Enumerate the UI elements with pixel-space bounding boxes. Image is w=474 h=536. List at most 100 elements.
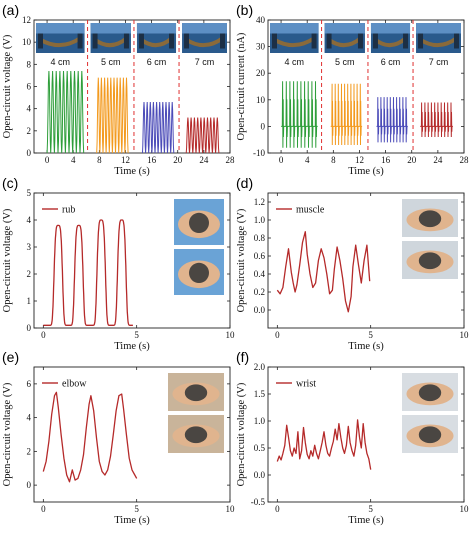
photo-clamp-right [357, 33, 363, 49]
x-tick-label: 5 [134, 330, 139, 340]
x-tick-label: 10 [226, 504, 236, 514]
x-tick-label: 8 [331, 155, 336, 165]
x-tick-label: 0 [41, 504, 46, 514]
segment-label: 5 cm [335, 57, 355, 67]
x-tick-label: 0 [275, 504, 280, 514]
x-tick-label: 12 [355, 155, 364, 165]
y-tick-label: 0.6 [254, 251, 266, 261]
legend-label: elbow [62, 379, 87, 390]
elbow-photo-1 [168, 373, 224, 411]
x-axis-label: Time (s) [348, 166, 384, 177]
legend-label: muscle [296, 205, 325, 216]
y-axis-label: Open-circuit voltage (V) [236, 382, 247, 486]
panel-d-frame [267, 192, 465, 329]
photo-clamp-left [38, 33, 43, 49]
photo-device [418, 252, 442, 270]
x-tick-label: 12 [121, 155, 130, 165]
photo-sky [90, 23, 131, 34]
photo-clamp-left [418, 33, 424, 49]
y-tick-label: 5 [27, 188, 32, 198]
panel-e-frame [33, 366, 231, 503]
y-tick-label: 4 [27, 413, 32, 423]
photo-sky [270, 23, 319, 34]
photo-clamp-right [169, 33, 175, 49]
x-axis-label: Time (s) [348, 341, 384, 352]
y-tick-label: 1.0 [254, 215, 266, 225]
photo-device [189, 212, 209, 234]
photo-sample [418, 36, 459, 48]
segment-label: 4 cm [51, 57, 71, 67]
series-line-wrist [276, 419, 372, 470]
y-tick-label: 0.0 [254, 470, 266, 480]
photo-clamp-right [403, 33, 409, 49]
y-tick-label: 0.5 [254, 443, 266, 453]
wrist-photo-2 [402, 415, 458, 453]
y-tick-label: 0.4 [254, 269, 266, 279]
y-tick-label: 2 [27, 446, 32, 456]
series-line-6cm [376, 97, 408, 143]
x-axis-label: Time (s) [114, 515, 150, 526]
y-tick-label: 0 [27, 148, 32, 158]
panel-label-f: (f) [236, 349, 249, 365]
segment-label: 7 cm [429, 57, 449, 67]
panel-label-e: (e) [2, 349, 19, 365]
x-tick-label: 10 [460, 504, 470, 514]
x-tick-label: 5 [134, 504, 139, 514]
photo-device [418, 384, 442, 402]
x-tick-label: 0 [41, 330, 46, 340]
photo-sky [324, 23, 365, 34]
x-axis-label: Time (s) [114, 166, 150, 177]
x-tick-label: 16 [147, 155, 157, 165]
x-tick-label: 8 [97, 155, 102, 165]
sample-photo [270, 23, 319, 53]
y-axis-label: Open-circuit current (nA) [236, 32, 247, 140]
rub-photo-1 [174, 199, 224, 245]
x-tick-label: 28 [226, 155, 236, 165]
y-tick-label: 0 [27, 323, 32, 333]
sample-photo [136, 23, 177, 53]
y-axis-label: Open-circuit voltage (V) [236, 208, 247, 312]
sample-photo [182, 23, 227, 53]
photo-sky [182, 23, 227, 34]
x-tick-label: 28 [460, 155, 470, 165]
photo-device [418, 210, 442, 228]
series-line-4cm [46, 70, 85, 154]
y-tick-label: 2.0 [254, 362, 266, 372]
y-tick-label: 2 [27, 269, 32, 279]
x-tick-label: 20 [173, 155, 183, 165]
photo-clamp-left [372, 33, 378, 49]
y-tick-label: -0.5 [251, 497, 266, 507]
y-tick-label: 0 [261, 121, 266, 131]
photo-device [184, 384, 208, 402]
y-tick-label: 10 [22, 37, 32, 47]
photo-sample [184, 36, 225, 48]
x-axis-label: Time (s) [114, 341, 150, 352]
series-line-7cm [185, 117, 220, 154]
x-axis-label: Time (s) [348, 515, 384, 526]
photo-clamp-right [77, 33, 83, 49]
panel-f-chart: 0 5 10 -0.5 0.0 0.5 1.0 1.5 2.0 Time (s) Open-circ… [236, 362, 469, 526]
sample-photo [416, 23, 461, 53]
y-tick-label: 4 [27, 215, 32, 225]
x-tick-label: 10 [460, 330, 470, 340]
photo-clamp-right [220, 33, 225, 49]
series-line-6cm [142, 101, 175, 154]
panel-b-chart: 0 4 8 12 16 20 24 28 -10 0 10 20 30 40 Time (s) Open-ci… [236, 15, 469, 177]
panel-e-chart: 0 5 10 0 2 4 6 Time (s) Open-circuit voltage (V)… [2, 366, 236, 526]
sample-photo [90, 23, 131, 53]
segment-label: 7 cm [195, 57, 215, 67]
sample-photo [324, 23, 365, 53]
legend-label: wrist [296, 379, 316, 390]
y-tick-label: 8 [27, 59, 32, 69]
photo-sky [136, 23, 177, 34]
x-tick-label: 5 [368, 504, 373, 514]
panel-label-b: (b) [236, 2, 253, 18]
x-tick-label: 0 [275, 330, 280, 340]
x-tick-label: 24 [433, 155, 443, 165]
series-line-elbow [42, 391, 138, 483]
panel-f-frame [267, 366, 465, 503]
panel-label-a: (a) [2, 2, 19, 18]
series-line-rub [43, 219, 133, 326]
